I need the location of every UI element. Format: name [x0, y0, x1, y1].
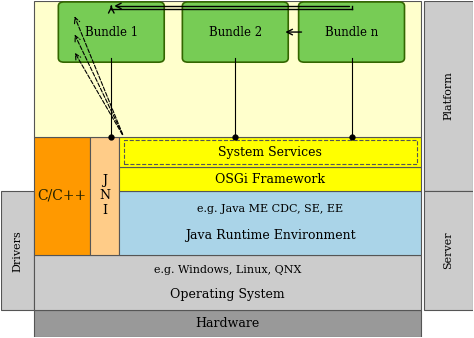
Text: C/C++: C/C++	[37, 189, 86, 203]
FancyBboxPatch shape	[58, 2, 164, 62]
FancyBboxPatch shape	[119, 137, 421, 167]
Text: J
N
I: J N I	[99, 174, 110, 217]
Text: e.g. Java ME CDC, SE, EE: e.g. Java ME CDC, SE, EE	[197, 204, 343, 214]
FancyBboxPatch shape	[90, 137, 119, 255]
FancyBboxPatch shape	[299, 2, 404, 62]
Text: Java Runtime Environment: Java Runtime Environment	[185, 229, 356, 242]
FancyBboxPatch shape	[34, 310, 421, 337]
FancyBboxPatch shape	[424, 1, 474, 191]
FancyBboxPatch shape	[34, 137, 90, 255]
Text: Bundle 1: Bundle 1	[85, 26, 138, 39]
FancyBboxPatch shape	[119, 167, 421, 191]
Text: Platform: Platform	[444, 71, 454, 120]
FancyBboxPatch shape	[34, 255, 421, 310]
Text: Operating System: Operating System	[170, 288, 285, 301]
Text: Bundle 2: Bundle 2	[209, 26, 262, 39]
FancyBboxPatch shape	[424, 191, 474, 310]
FancyBboxPatch shape	[0, 191, 34, 310]
FancyBboxPatch shape	[34, 1, 421, 137]
Text: System Services: System Services	[218, 146, 322, 159]
Text: OSGi Framework: OSGi Framework	[215, 173, 325, 186]
Text: Drivers: Drivers	[12, 230, 22, 271]
Text: Server: Server	[444, 232, 454, 269]
Text: e.g. Windows, Linux, QNX: e.g. Windows, Linux, QNX	[154, 265, 301, 275]
Text: Bundle n: Bundle n	[325, 26, 378, 39]
FancyBboxPatch shape	[182, 2, 288, 62]
FancyBboxPatch shape	[119, 191, 421, 255]
Text: Hardware: Hardware	[195, 317, 260, 330]
